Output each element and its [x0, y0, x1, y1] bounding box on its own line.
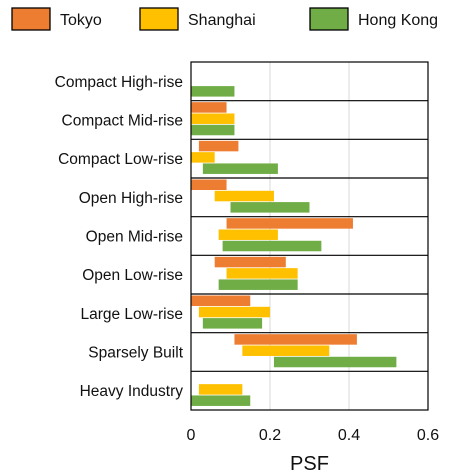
- x-tick-labels: 0 0.2 0.4 0.6: [187, 427, 440, 444]
- category-label: Open High-rise: [79, 190, 183, 207]
- category-label: Compact Low-rise: [58, 151, 183, 168]
- legend-label: Tokyo: [60, 12, 102, 29]
- category-label: Open Mid-rise: [86, 229, 183, 246]
- bar-shanghai: [191, 152, 215, 163]
- x-tick-label: 0: [187, 427, 196, 444]
- plot-frame: [190, 61, 429, 411]
- bar-hong-kong: [191, 86, 235, 97]
- bar-shanghai: [242, 345, 330, 356]
- bar-tokyo: [191, 295, 251, 306]
- bar-tokyo: [198, 140, 239, 152]
- bar-tokyo: [191, 179, 227, 190]
- x-axis-title: PSF: [290, 453, 329, 474]
- category-label: Large Low-rise: [80, 306, 183, 323]
- bar-hong-kong: [230, 202, 310, 213]
- bar-tokyo: [191, 102, 227, 113]
- legend: Tokyo Shanghai Hong Kong: [11, 7, 438, 31]
- bar-hong-kong: [218, 279, 298, 290]
- bar-hong-kong: [191, 124, 235, 136]
- bar-hong-kong: [202, 318, 263, 329]
- legend-swatch: [309, 7, 349, 31]
- category-labels: Compact High-rise Compact Mid-rise Compact…: [55, 74, 184, 400]
- category-label: Compact Mid-rise: [62, 113, 183, 130]
- bar-tokyo: [214, 256, 286, 268]
- x-tick-label: 0.4: [338, 427, 360, 444]
- plot-border: [190, 61, 429, 411]
- category-label: Sparsely Built: [88, 345, 183, 362]
- bar-tokyo: [226, 218, 353, 229]
- bar-shanghai: [198, 384, 243, 395]
- bar-shanghai: [214, 190, 274, 202]
- bar-tokyo: [234, 334, 357, 345]
- bars: [191, 86, 397, 406]
- x-tick-label: 0.6: [417, 427, 439, 444]
- legend-label: Shanghai: [188, 12, 256, 29]
- x-tick-label: 0.2: [259, 427, 281, 444]
- bar-hong-kong: [273, 356, 397, 368]
- bar-hong-kong: [191, 395, 251, 406]
- bar-shanghai: [198, 306, 270, 318]
- category-label: Heavy Industry: [80, 383, 184, 400]
- bar-hong-kong: [222, 240, 322, 252]
- legend-swatch: [139, 7, 179, 31]
- bar-shanghai: [218, 229, 278, 240]
- legend-label: Hong Kong: [358, 12, 438, 29]
- category-label: Open Low-rise: [82, 267, 183, 284]
- category-label: Compact High-rise: [55, 74, 183, 91]
- bar-hong-kong: [202, 163, 278, 174]
- legend-swatch: [11, 7, 51, 31]
- bar-shanghai: [226, 268, 298, 279]
- bar-shanghai: [191, 113, 235, 124]
